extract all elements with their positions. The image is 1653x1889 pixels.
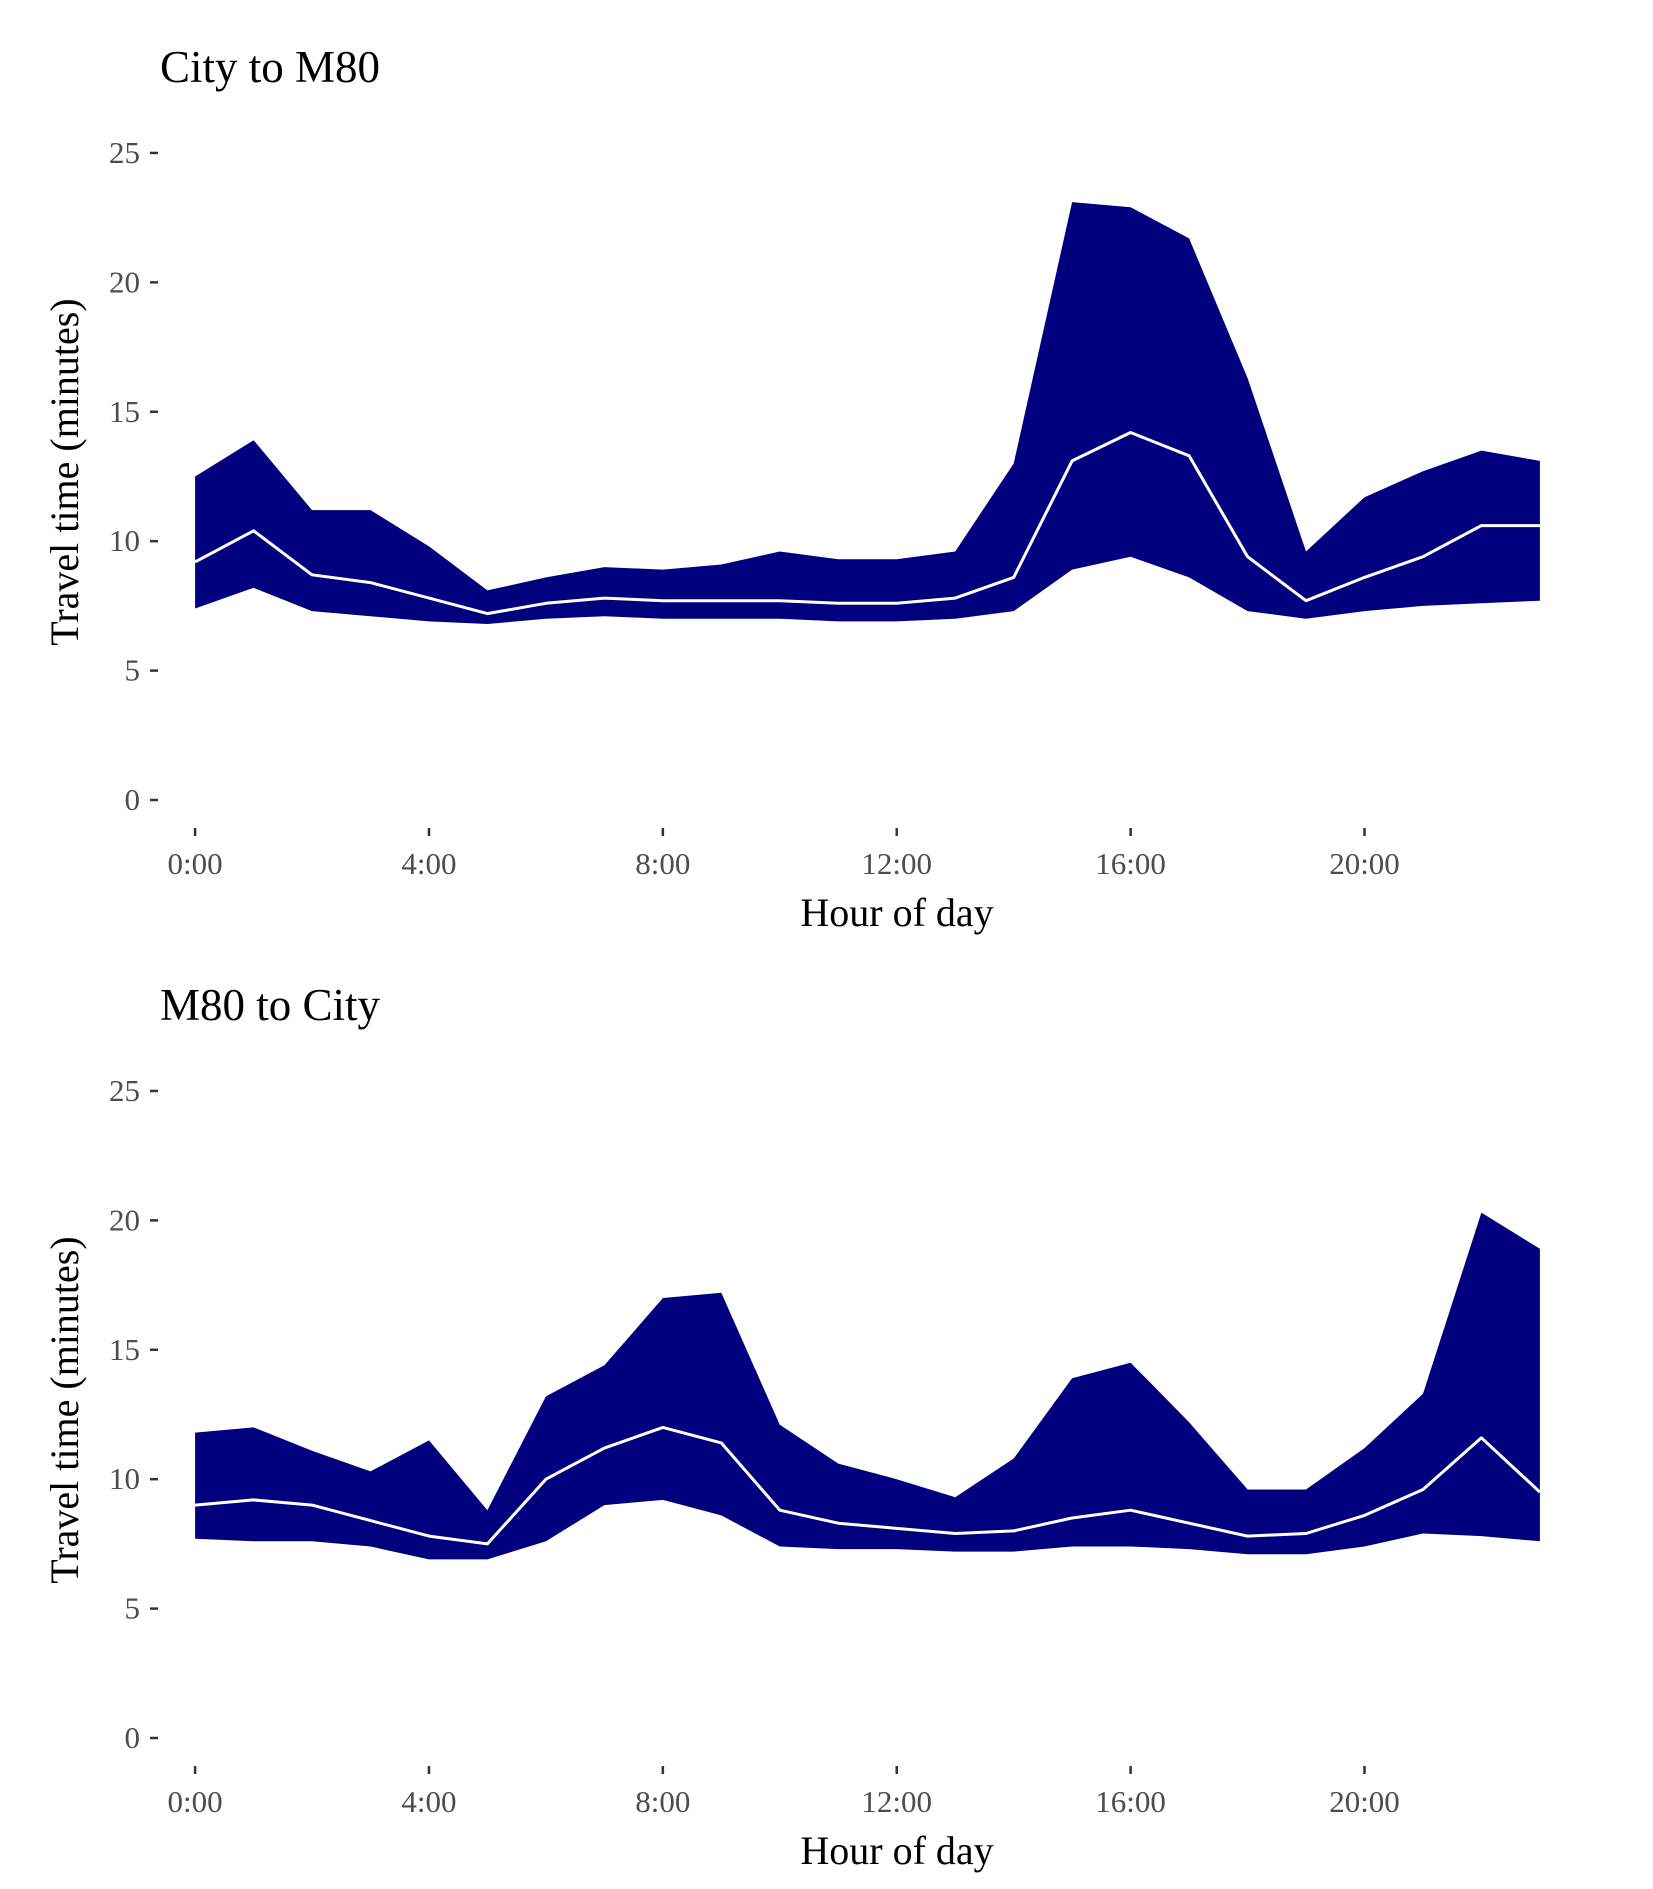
- y-tick-label: 25: [109, 1073, 140, 1108]
- panel-m80-to-city: M80 to City Travel time (minutes) Hour o…: [42, 980, 1541, 1873]
- x-tick-label: 20:00: [1329, 846, 1400, 881]
- y-tick-label: 0: [125, 782, 141, 817]
- x-tick-label: 4:00: [401, 1784, 456, 1819]
- x-tick-label: 0:00: [168, 846, 223, 881]
- y-tick-label: 10: [109, 1461, 140, 1496]
- y-tick-label: 15: [109, 394, 140, 429]
- x-tick-label: 0:00: [168, 1784, 223, 1819]
- panel-title: City to M80: [160, 42, 380, 92]
- panel-title: M80 to City: [160, 980, 381, 1030]
- y-tick-label: 15: [109, 1332, 140, 1367]
- x-tick-label: 16:00: [1095, 1784, 1166, 1819]
- y-tick-label: 10: [109, 523, 140, 558]
- x-tick-label: 20:00: [1329, 1784, 1400, 1819]
- y-axis-label: Travel time (minutes): [42, 1236, 87, 1583]
- x-tick-label: 12:00: [861, 846, 932, 881]
- range-band: [195, 202, 1540, 624]
- y-tick-label: 25: [109, 135, 140, 170]
- x-tick-label: 8:00: [635, 846, 690, 881]
- x-axis-label: Hour of day: [800, 1828, 993, 1873]
- x-tick-label: 12:00: [861, 1784, 932, 1819]
- median-line: [194, 431, 1540, 616]
- x-tick-label: 4:00: [401, 846, 456, 881]
- y-tick-label: 20: [109, 1202, 140, 1237]
- y-tick-label: 5: [125, 1591, 141, 1626]
- panel-city-to-m80: City to M80 Travel time (minutes) Hour o…: [42, 42, 1540, 935]
- y-axis-label: Travel time (minutes): [42, 298, 87, 645]
- x-tick-label: 16:00: [1095, 846, 1166, 881]
- y-tick-label: 5: [125, 653, 141, 688]
- median-line: [194, 1425, 1541, 1546]
- range-band: [195, 1212, 1540, 1560]
- y-tick-label: 0: [125, 1720, 141, 1755]
- x-axis-label: Hour of day: [800, 890, 993, 935]
- x-tick-label: 8:00: [635, 1784, 690, 1819]
- y-tick-label: 20: [109, 264, 140, 299]
